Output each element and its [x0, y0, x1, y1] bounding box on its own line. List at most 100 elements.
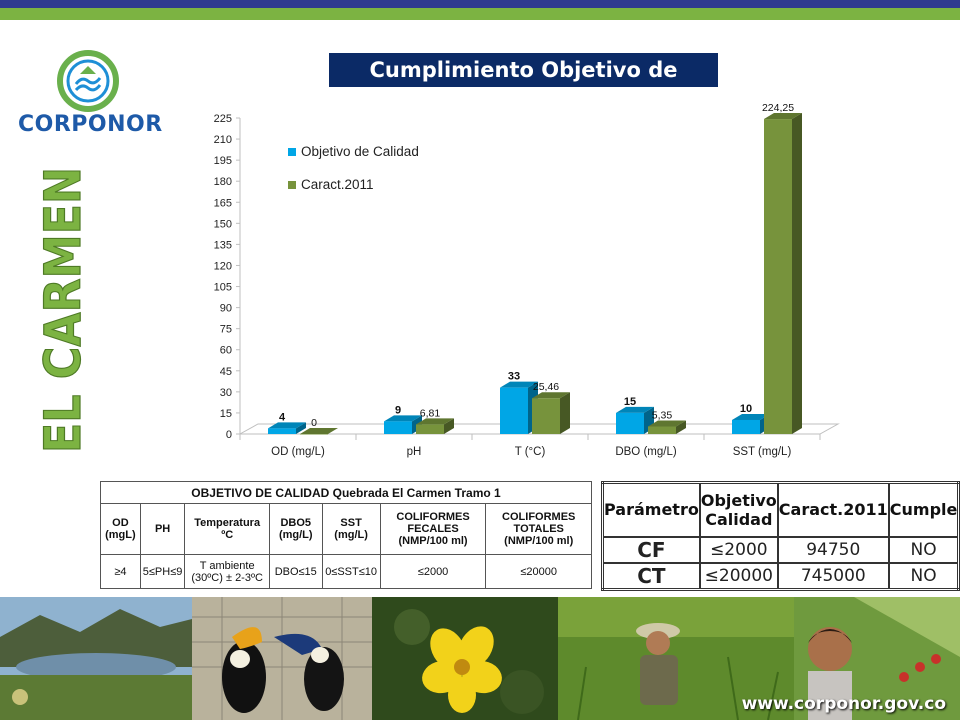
objective-header-cell: COLIFORMES TOTALES (NMP/100 ml) — [485, 503, 592, 555]
compliance-value-cell: NO — [887, 561, 960, 590]
lake-landscape-photo — [0, 597, 192, 720]
yellow-flower-photo — [372, 597, 558, 720]
objective-value-cell: DBO≤15 — [268, 554, 323, 589]
y-tick-label: 120 — [214, 260, 232, 272]
bar-caract-top — [532, 392, 570, 399]
compliance-value-cell: NO — [887, 535, 960, 564]
bar-objetivo — [616, 412, 644, 434]
compliance-param-cell: CT — [601, 561, 701, 590]
compliance-value-cell: ≤20000 — [698, 561, 779, 590]
vertical-title: EL CARMEN — [10, 165, 110, 455]
data-label-caract: 6,81 — [420, 407, 441, 419]
y-tick-label: 210 — [214, 134, 232, 146]
vertical-title-text: EL CARMEN — [34, 167, 92, 453]
bar-objetivo-side — [296, 422, 306, 434]
compliance-table-body: CF ≤2000 94750 NO CT ≤20000 745000 NO — [601, 535, 960, 590]
objective-header-cell: SST (mg/L) — [321, 503, 381, 555]
compliance-header-cell: Parámetro — [601, 481, 701, 538]
x-tick-label: OD (mg/L) — [271, 446, 325, 458]
data-label-caract: 0 — [311, 417, 317, 429]
corponor-logo: CORPONOR — [18, 50, 163, 140]
bar-caract-top — [416, 418, 454, 425]
objective-header-cell: PH — [139, 503, 186, 555]
compliance-row: CF ≤2000 94750 NO — [601, 535, 960, 564]
compliance-header-cell: Cumple — [887, 481, 960, 538]
legend-item-objetivo-label: Objetivo de Calidad — [301, 144, 419, 159]
legend-item-caract-label: Caract.2011 — [301, 177, 374, 192]
bar-objetivo — [732, 419, 760, 434]
top-band-blue — [0, 0, 960, 8]
photo-strip: www.corponor.gov.co — [0, 597, 960, 720]
y-tick-label: 0 — [226, 429, 232, 441]
top-band-green — [0, 8, 960, 20]
farmer-photo — [558, 597, 794, 720]
data-label-caract: 224,25 — [762, 102, 794, 114]
objective-value-cell: ≤2000 — [379, 554, 487, 589]
website-url: www.corponor.gov.co — [741, 694, 946, 714]
compliance-row: CT ≤20000 745000 NO — [601, 561, 960, 590]
x-tick-label: pH — [407, 446, 422, 458]
compliance-value-cell: 94750 — [776, 535, 890, 564]
bar-caract — [300, 434, 328, 435]
y-tick-label: 150 — [214, 218, 232, 230]
compliance-header-cell: Objetivo Calidad — [698, 481, 779, 538]
objective-table-value-row: ≥4 5≤PH≤9 T ambiente (30ºC) ± 2-3ºC DBO≤15 0… — [100, 554, 592, 589]
bar-caract-side — [560, 392, 570, 434]
y-tick-label: 180 — [214, 176, 232, 188]
toucans-photo — [192, 597, 372, 720]
compliance-param-cell: CF — [601, 535, 701, 564]
logo-emblem-icon — [57, 50, 119, 112]
compliance-header-cell: Caract.2011 — [776, 481, 890, 538]
objective-table-title: OBJETIVO DE CALIDAD Quebrada El Carmen T… — [100, 481, 592, 504]
objective-header-cell: OD (mgL) — [100, 503, 141, 555]
x-tick-label: SST (mg/L) — [733, 446, 792, 458]
y-tick-label: 15 — [220, 408, 232, 420]
bar-caract-top — [764, 113, 802, 120]
legend-item-caract-swatch — [288, 181, 296, 189]
y-tick-label: 165 — [214, 197, 232, 209]
y-tick-label: 135 — [214, 239, 232, 251]
data-label-objetivo: 10 — [740, 403, 752, 415]
bar-chart: 0153045607590105120135150165180195210225… — [214, 102, 840, 458]
compliance-table-header-row: Parámetro Objetivo Calidad Caract.2011 Cump… — [601, 481, 960, 538]
y-tick-label: 75 — [220, 324, 232, 336]
bar-objetivo — [268, 428, 296, 434]
objective-header-cell: Temperatura ºC — [184, 503, 270, 555]
x-tick-label: DBO (mg/L) — [615, 446, 677, 458]
bar-caract — [648, 426, 676, 434]
y-tick-label: 30 — [220, 387, 232, 399]
bar-caract — [416, 424, 444, 434]
bar-caract-side — [792, 113, 802, 434]
objective-header-cell: DBO5 (mg/L) — [268, 503, 323, 555]
data-label-objetivo: 9 — [395, 404, 401, 416]
objective-table: OBJETIVO DE CALIDAD Quebrada El Carmen T… — [100, 481, 592, 589]
y-tick-label: 225 — [214, 113, 232, 125]
compliance-value-cell: ≤2000 — [698, 535, 779, 564]
bar-caract — [764, 119, 792, 434]
y-tick-label: 90 — [220, 303, 232, 315]
bar-objetivo — [384, 421, 412, 434]
bar-caract-top — [300, 428, 338, 434]
data-label-caract: 25,46 — [533, 381, 559, 393]
legend-item-objetivo-swatch — [288, 148, 296, 156]
bar-objetivo-top — [732, 413, 770, 420]
bar-objetivo-top — [616, 406, 654, 413]
bar-caract — [532, 398, 560, 434]
data-label-objetivo: 15 — [624, 396, 636, 408]
objective-value-cell: ≤20000 — [485, 554, 592, 589]
objective-value-cell: ≥4 — [100, 554, 141, 589]
children-photo — [794, 597, 960, 720]
bar-caract-side — [444, 418, 454, 434]
bar-caract-top — [648, 420, 686, 427]
objective-value-cell: T ambiente (30ºC) ± 2-3ºC — [184, 554, 270, 589]
y-tick-label: 105 — [214, 282, 232, 294]
y-tick-label: 195 — [214, 155, 232, 167]
y-tick-label: 45 — [220, 366, 232, 378]
bar-objetivo-top — [500, 381, 538, 388]
compliance-value-cell: 745000 — [776, 561, 890, 590]
chart-title: Cumplimiento Objetivo de Calidad — [329, 53, 718, 116]
objective-table-header-row: OD (mgL) PH Temperatura ºC DBO5 (mg/L) SST (… — [100, 503, 592, 555]
logo-text: CORPONOR — [18, 112, 163, 137]
compliance-table: Parámetro Objetivo Calidad Caract.2011 Cump… — [601, 481, 960, 591]
objective-header-cell: COLIFORMES FECALES (NMP/100 ml) — [379, 503, 487, 555]
